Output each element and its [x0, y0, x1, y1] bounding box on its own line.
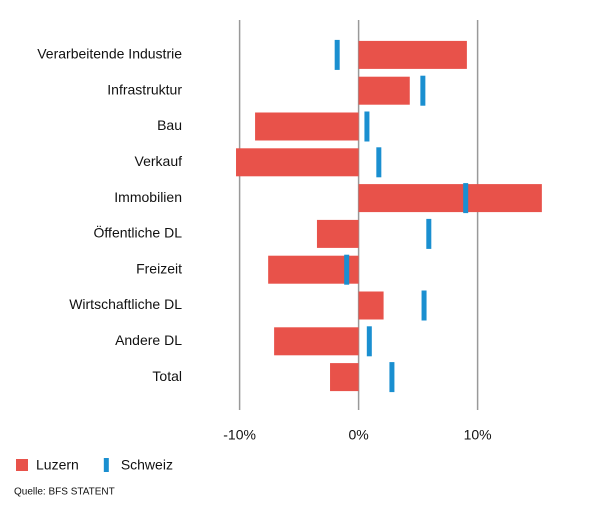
marker: [334, 39, 340, 70]
bar: [255, 112, 359, 141]
y-tick-label: Total: [152, 368, 182, 384]
bar: [268, 255, 359, 284]
y-tick-label: Freizeit: [136, 260, 182, 276]
bar: [358, 184, 542, 213]
bar: [274, 327, 359, 356]
source: Quelle: BFS STATENT: [14, 487, 115, 498]
bar: [316, 219, 359, 248]
legend-label: Schweiz: [121, 457, 173, 473]
marker: [376, 147, 382, 178]
marker: [463, 183, 469, 214]
x-tick-label: -10%: [223, 427, 256, 443]
marker: [421, 290, 427, 321]
y-tick-label: Bau: [157, 117, 182, 133]
bar: [358, 291, 384, 320]
legend-swatch: [103, 458, 109, 472]
marker: [366, 326, 372, 357]
x-tick-label: 0%: [348, 427, 368, 443]
marker: [344, 254, 350, 285]
y-tick-label: Öffentliche DL: [94, 224, 183, 241]
y-tick-label: Verarbeitende Industrie: [37, 46, 182, 62]
bar: [236, 148, 359, 177]
y-tick-label: Infrastruktur: [107, 81, 182, 97]
legend-label: Luzern: [36, 457, 79, 473]
bar: [330, 363, 359, 392]
bar: [358, 40, 467, 69]
marker: [389, 362, 395, 393]
y-tick-label: Andere DL: [115, 332, 182, 348]
marker: [420, 75, 426, 106]
y-tick-label: Immobilien: [114, 189, 182, 205]
y-tick-label: Wirtschaftliche DL: [69, 296, 182, 312]
legend-swatch: [16, 459, 28, 471]
marker: [364, 111, 370, 142]
bar: [358, 76, 410, 105]
marker: [426, 218, 432, 249]
x-tick-label: 10%: [464, 427, 492, 443]
y-tick-label: Verkauf: [135, 153, 183, 169]
